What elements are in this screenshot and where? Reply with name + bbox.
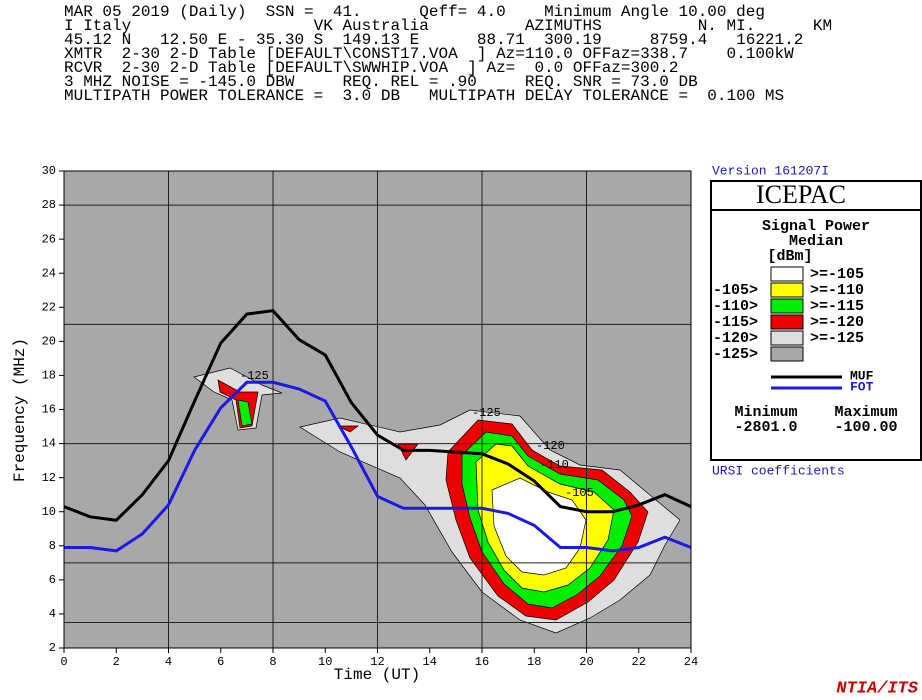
y-tick-label: 2	[49, 641, 56, 655]
y-tick-label: 16	[42, 403, 56, 417]
contour-region	[337, 425, 360, 433]
x-tick-label: 24	[684, 655, 698, 669]
y-tick-label: 20	[42, 335, 56, 349]
header-line: I Italy VK Australia AZIMUTHS N. MI. KM	[64, 17, 832, 35]
y-tick-label: 10	[42, 505, 56, 519]
max-value: -100.00	[834, 419, 897, 436]
legend-label: >=-125	[810, 330, 864, 347]
contour-label: -125	[240, 369, 269, 383]
x-tick-label: 6	[217, 655, 224, 669]
legend: >=-105>=-110>=-115>=-120>=-125 -105>-110>…	[713, 266, 874, 394]
legend-threshold: -110>	[713, 298, 758, 315]
header-line: 3 MHZ NOISE = -145.0 DBW REQ. REL = .90 …	[64, 73, 698, 91]
contour-label: -120	[536, 439, 565, 453]
plot	[63, 171, 692, 648]
legend-swatch	[770, 266, 804, 282]
contour-label: -110	[540, 458, 569, 472]
y-tick-label: 30	[42, 164, 56, 178]
header-line: MULTIPATH POWER TOLERANCE = 3.0 DB MULTI…	[64, 87, 784, 105]
contour-region	[237, 399, 253, 427]
legend-box	[710, 209, 922, 461]
x-tick-label: 2	[113, 655, 120, 669]
legend-threshold: -120>	[713, 330, 758, 347]
legend-label: >=-115	[810, 298, 864, 315]
legend-subtitle: Median	[789, 233, 843, 250]
contour-label: -125	[472, 406, 501, 420]
y-tick-label: 14	[42, 437, 56, 451]
x-tick-label: 0	[60, 655, 67, 669]
min-value: -2801.0	[734, 419, 797, 436]
series-line	[63, 309, 692, 522]
header-line: 45.12 N 12.50 E - 35.30 S 149.13 E 88.71…	[64, 31, 803, 49]
y-tick-label: 6	[49, 573, 56, 587]
legend-threshold: -105>	[713, 282, 758, 299]
x-tick-label: 10	[318, 655, 332, 669]
x-axis-label: Time (UT)	[334, 666, 420, 684]
y-tick-label: 8	[49, 539, 56, 553]
legend-units: [dBm]	[767, 248, 812, 265]
legend-label: >=-105	[810, 266, 864, 283]
legend-threshold: -115>	[713, 314, 758, 331]
contour-label: -105	[565, 486, 594, 500]
legend-entry: FOT	[850, 379, 874, 394]
x-tick-label: 4	[165, 655, 172, 669]
coefficients: URSI coefficients	[712, 463, 845, 478]
header-line: XMTR 2-30 2-D Table [DEFAULT\CONST17.VOA…	[64, 45, 794, 63]
x-tick-label: 20	[579, 655, 593, 669]
legend-label: >=-110	[810, 282, 864, 299]
x-tick-label: 18	[527, 655, 541, 669]
legend-title: Signal Power	[762, 218, 870, 235]
credit: NTIA/ITS	[836, 679, 918, 698]
legend-swatch	[770, 346, 804, 362]
legend-swatch	[770, 282, 804, 298]
header-line: MAR 05 2019 (Daily) SSN = 41. Qeff= 4.0 …	[64, 3, 765, 21]
version: Version 161207I	[712, 163, 829, 178]
min-label: Minimum	[734, 404, 797, 421]
y-tick-label: 12	[42, 471, 56, 485]
x-tick-label: 22	[632, 655, 646, 669]
legend-entry: MUF	[850, 368, 874, 383]
legend-threshold: -125>	[713, 346, 758, 363]
y-tick-label: 4	[49, 607, 56, 621]
legend-swatch	[770, 314, 804, 330]
y-tick-label: 22	[42, 300, 56, 314]
header-line: RCVR 2-30 2-D Table [DEFAULT\SWWHIP.VOA …	[64, 59, 679, 77]
y-axis-label: Frequency (MHz)	[11, 338, 29, 482]
x-tick-label: 8	[269, 655, 276, 669]
series-line	[64, 380, 692, 553]
program-name: ICEPAC	[756, 180, 846, 209]
y-tick-label: 26	[42, 232, 56, 246]
x-tick-label: 12	[370, 655, 384, 669]
y-tick-label: 24	[42, 266, 56, 280]
y-tick-label: 28	[42, 198, 56, 212]
legend-swatch	[770, 298, 804, 314]
x-tick-label: 14	[423, 655, 437, 669]
y-tick-label: 18	[42, 369, 56, 383]
contours	[193, 367, 681, 634]
max-label: Maximum	[834, 404, 897, 421]
x-tick-label: 16	[475, 655, 489, 669]
legend-swatch	[770, 330, 804, 346]
legend-label: >=-120	[810, 314, 864, 331]
